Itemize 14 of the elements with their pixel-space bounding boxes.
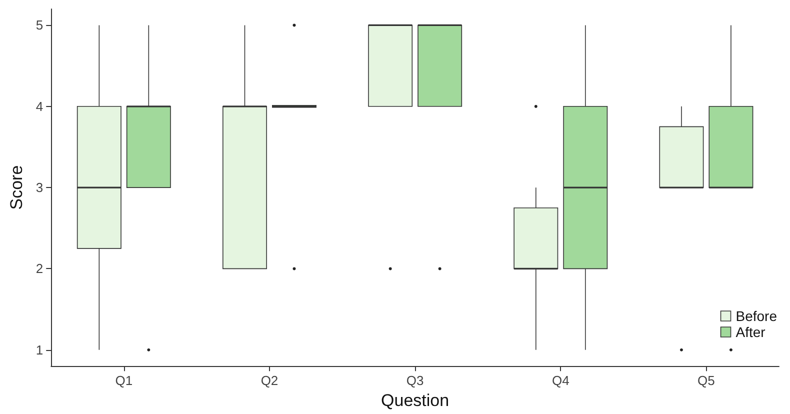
x-tick-label: Q5 — [698, 373, 715, 388]
x-axis-title: Question — [381, 391, 450, 410]
y-tick-label: 5 — [36, 18, 44, 33]
legend-label: After — [736, 324, 766, 340]
x-tick-label: Q3 — [406, 373, 424, 388]
y-tick-label: 2 — [36, 261, 44, 276]
y-tick-label: 4 — [36, 98, 44, 114]
legend-label: Before — [736, 308, 778, 324]
x-tick-label: Q4 — [552, 373, 570, 388]
y-axis-title: Score — [7, 165, 26, 210]
y-tick-label: 3 — [36, 180, 44, 196]
y-tick-label: 1 — [36, 342, 44, 358]
x-tick-label: Q1 — [115, 373, 133, 388]
x-tick-label: Q2 — [260, 373, 278, 388]
